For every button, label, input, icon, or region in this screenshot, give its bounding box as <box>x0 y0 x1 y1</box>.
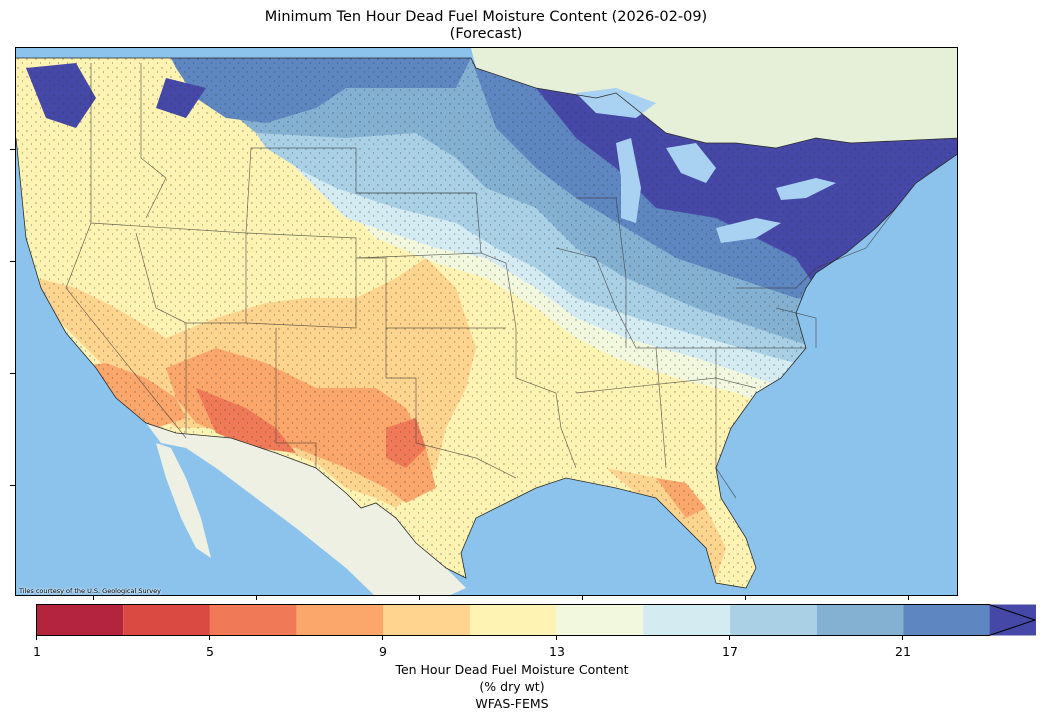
y-tick <box>10 485 15 486</box>
y-tick <box>10 373 15 374</box>
mexico-land <box>146 423 466 595</box>
colorbar-swatch <box>123 604 210 636</box>
canada-land <box>471 48 957 148</box>
colorbar-swatch <box>556 604 644 636</box>
x-tick <box>93 596 94 600</box>
colorbar-tick-label: 9 <box>379 644 387 659</box>
colorbar-swatch <box>903 604 991 636</box>
map-canvas <box>16 48 957 595</box>
colorbar-swatch <box>470 604 557 636</box>
colorbar-tick-label: 21 <box>895 644 911 659</box>
colorbar-swatch <box>730 604 817 636</box>
y-tick <box>10 261 15 262</box>
data-source: WFAS-FEMS <box>475 696 549 711</box>
colorbar-units: (% dry wt) <box>479 679 545 694</box>
colorbar-outline <box>36 604 1036 636</box>
great-lakes <box>576 88 836 243</box>
us-outline <box>16 57 957 589</box>
tile-credit: Tiles courtesy of the U.S. Geological Su… <box>19 587 161 595</box>
x-tick <box>745 596 746 600</box>
colorbar-swatch <box>383 604 470 636</box>
colorbar-tick <box>729 636 730 640</box>
colorbar-tick-label: 17 <box>722 644 738 659</box>
x-tick <box>256 596 257 600</box>
y-tick <box>10 149 15 150</box>
colorbar-tick <box>902 636 903 640</box>
colorbar <box>36 604 1036 636</box>
x-tick <box>582 596 583 600</box>
colorbar-swatch <box>643 604 731 636</box>
colorbar-swatch <box>296 604 384 636</box>
colorbar-swatch <box>209 604 297 636</box>
x-tick <box>419 596 420 600</box>
map-subtitle: (Forecast) <box>449 26 523 42</box>
colorbar-tick <box>556 636 557 640</box>
colorbar-swatch <box>36 604 124 636</box>
colorbar-tick <box>209 636 210 640</box>
x-tick <box>908 596 909 600</box>
colorbar-extend-arrow <box>989 604 1036 636</box>
colorbar-tick <box>382 636 383 640</box>
colorbar-tick-label: 13 <box>549 644 565 659</box>
baja-land <box>156 443 211 558</box>
colorbar-tick-label: 1 <box>33 644 41 659</box>
map-title: Minimum Ten Hour Dead Fuel Moisture Cont… <box>264 9 708 25</box>
colorbar-tick <box>36 636 37 640</box>
map-area[interactable] <box>15 47 958 596</box>
colorbar-label: Ten Hour Dead Fuel Moisture Content <box>395 662 629 677</box>
colorbar-swatch <box>816 604 904 636</box>
colorbar-tick-label: 5 <box>206 644 214 659</box>
